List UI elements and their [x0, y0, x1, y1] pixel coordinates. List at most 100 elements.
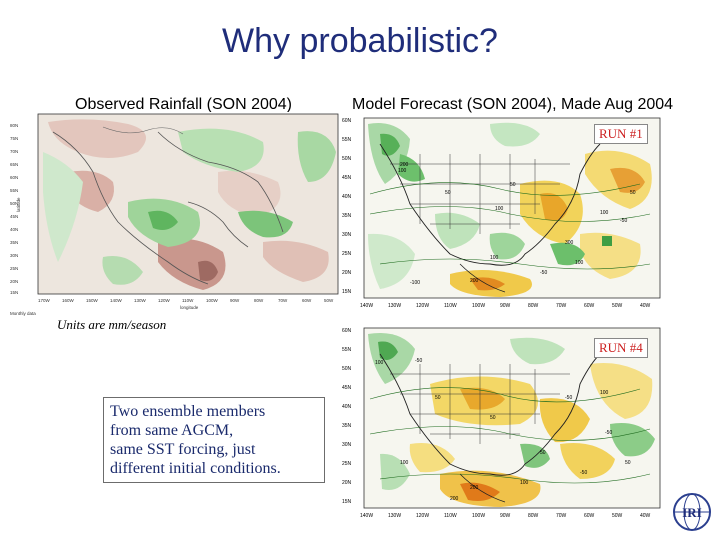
run1-y-tick: 15N	[342, 289, 352, 295]
run1-y-tick: 25N	[342, 251, 352, 257]
run4-y-tick: 40N	[342, 404, 352, 410]
run1-contour-label: 200	[470, 278, 479, 284]
obs-y-tick: 65N	[10, 162, 18, 167]
forecast-run1-plot-area	[363, 117, 661, 299]
obs-y-tick: 80N	[10, 123, 18, 128]
obs-y-tick: 75N	[10, 136, 18, 141]
ensemble-note: Two ensemble members from same AGCM, sam…	[103, 397, 325, 483]
run4-x-tick: 80W	[528, 513, 539, 519]
obs-x-tick: 110W	[182, 298, 194, 303]
run1-x-tick: 80W	[528, 303, 539, 309]
obs-x-tick: 170W	[38, 298, 51, 303]
forecast-label: Model Forecast (SON 2004), Made Aug 2004	[352, 96, 674, 113]
obs-y-tick: 40N	[10, 227, 18, 232]
run1-contour-label: 100	[495, 206, 504, 212]
run1-x-tick: 90W	[500, 303, 511, 309]
run1-x-tick: 130W	[388, 303, 401, 309]
obs-y-axis-label: latitude	[16, 197, 21, 212]
run4-x-tick: 140W	[360, 513, 373, 519]
run1-x-tick: 40W	[640, 303, 651, 309]
run1-y-tick: 40N	[342, 194, 352, 200]
obs-y-tick: 45N	[10, 214, 18, 219]
note-line: same SST forcing, just	[110, 441, 256, 458]
run1-badge: RUN #1	[594, 124, 648, 144]
obs-x-tick: 70W	[278, 298, 288, 303]
run1-contour-label: 100	[490, 255, 499, 261]
run4-contour-label: 50	[490, 415, 496, 421]
run1-y-tick: 20N	[342, 270, 352, 276]
run4-x-tick: 100W	[472, 513, 485, 519]
obs-y-tick: 20N	[10, 279, 18, 284]
obs-y-tick: 25N	[10, 266, 18, 271]
obs-y-tick: 35N	[10, 240, 18, 245]
obs-x-tick: 60W	[302, 298, 312, 303]
obs-y-tick: 50N	[10, 201, 18, 206]
run4-y-tick: 60N	[342, 328, 352, 334]
run1-x-tick: 100W	[472, 303, 485, 309]
obs-y-tick: 15N	[10, 290, 18, 295]
obs-x-tick: 100W	[206, 298, 219, 303]
run4-contour-label: 200	[450, 496, 459, 502]
run4-x-tick: 60W	[584, 513, 595, 519]
run1-contour-label: -100	[410, 280, 420, 286]
iri-logo: IRI	[673, 493, 711, 531]
obs-x-tick: 130W	[134, 298, 147, 303]
run1-contour-label: 50	[445, 190, 451, 196]
run1-contour-label: 300	[565, 240, 574, 246]
run4-x-tick: 70W	[556, 513, 567, 519]
run1-y-tick: 35N	[342, 213, 352, 219]
observed-rainfall-map: 80N 75N 70N 65N 60N 55N 50N 45N 40N 35N …	[8, 112, 343, 317]
observed-label: Observed Rainfall (SON 2004)	[75, 96, 292, 113]
run4-contour-label: 100	[375, 360, 384, 366]
run1-x-tick: 120W	[416, 303, 429, 309]
run4-contour-label: 200	[470, 485, 479, 491]
run1-x-tick: 140W	[360, 303, 373, 309]
run1-y-tick: 50N	[342, 156, 352, 162]
run4-contour-label: 100	[600, 390, 609, 396]
obs-x-tick: 150W	[86, 298, 99, 303]
run4-contour-label: -50	[415, 358, 422, 364]
note-line: Two ensemble members	[110, 403, 266, 420]
run4-x-tick: 40W	[640, 513, 651, 519]
run1-y-tick: 60N	[342, 118, 352, 124]
run4-x-tick: 50W	[612, 513, 623, 519]
obs-source-note: Monthly data	[10, 311, 36, 316]
obs-y-tick: 60N	[10, 175, 18, 180]
run4-y-tick: 50N	[342, 366, 352, 372]
run4-x-tick: 110W	[444, 513, 457, 519]
run1-x-tick: 50W	[612, 303, 623, 309]
run1-y-tick: 45N	[342, 175, 352, 181]
run4-contour-label: 50	[435, 395, 441, 401]
run4-contour-label: -50	[565, 395, 572, 401]
obs-x-tick: 90W	[230, 298, 240, 303]
run1-y-tick: 55N	[342, 137, 352, 143]
run1-x-tick: 110W	[444, 303, 457, 309]
obs-y-tick: 55N	[10, 188, 18, 193]
run4-contour-label: -50	[580, 470, 587, 476]
run1-contour-label: -50	[540, 270, 547, 276]
run4-y-tick: 20N	[342, 480, 352, 486]
run4-badge: RUN #4	[594, 338, 648, 358]
obs-y-tick: 30N	[10, 253, 18, 258]
logo-text: IRI	[682, 505, 702, 520]
run1-contour-label: 50	[630, 190, 636, 196]
forecast-run4-plot-area	[363, 327, 661, 509]
run1-contour-label: 100	[575, 260, 584, 266]
run4-y-tick: 55N	[342, 347, 352, 353]
run1-contour-label: 100	[398, 168, 407, 174]
obs-x-tick: 80W	[254, 298, 264, 303]
run4-contour-label: 100	[520, 480, 529, 486]
run1-x-tick: 70W	[556, 303, 567, 309]
obs-x-axis-label: longitude	[180, 305, 199, 310]
run4-contour-label: -50	[605, 430, 612, 436]
run1-contour-label: -50	[620, 218, 627, 224]
obs-x-tick: 160W	[62, 298, 75, 303]
run4-y-tick: 30N	[342, 442, 352, 448]
note-line: from same AGCM,	[110, 422, 234, 439]
run1-x-tick: 60W	[584, 303, 595, 309]
slide-title: Why probabilistic?	[222, 22, 498, 60]
run4-contour-label: 100	[400, 460, 409, 466]
run4-y-tick: 25N	[342, 461, 352, 467]
run4-y-tick: 45N	[342, 385, 352, 391]
observed-plot-area	[37, 113, 339, 295]
